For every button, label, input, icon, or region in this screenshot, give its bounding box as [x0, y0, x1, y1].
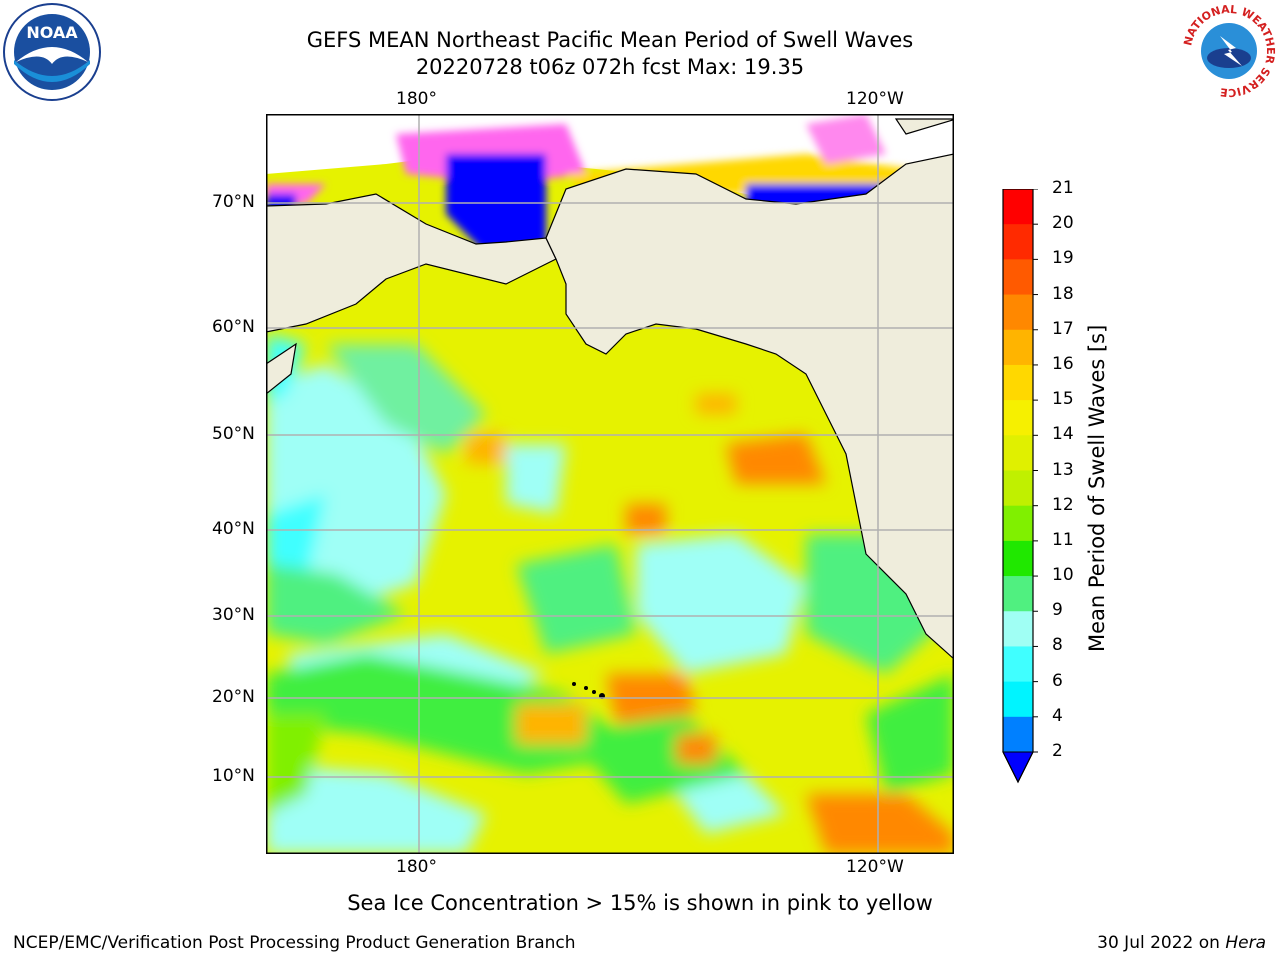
colorbar-tick-4: 4 — [1052, 705, 1063, 726]
noaa-logo: NOAA — [2, 2, 102, 102]
colorbar-tick-14: 14 — [1052, 424, 1074, 445]
colorbar-segment — [1003, 189, 1033, 225]
chart-title: GEFS MEAN Northeast Pacific Mean Period … — [306, 28, 914, 52]
graticule — [266, 114, 954, 854]
colorbar-tick-20: 20 — [1052, 213, 1074, 234]
colorbar-tick-18: 18 — [1052, 283, 1074, 304]
colorbar-tick-21: 21 — [1052, 178, 1074, 198]
colorbar-segment — [1003, 364, 1033, 401]
lat-label-20n: 20°N — [212, 687, 255, 707]
nws-logo: NATIONAL WEATHER SERVICE — [1180, 2, 1278, 100]
lat-label-70n: 70°N — [212, 192, 255, 212]
colorbar-segment — [1003, 505, 1033, 542]
colorbar-tick-16: 16 — [1052, 353, 1074, 374]
colorbar-tick-6: 6 — [1052, 670, 1063, 691]
footer-host: Hera — [1225, 933, 1266, 953]
colorbar-segment — [1003, 329, 1033, 366]
colorbar-segment — [1003, 470, 1033, 507]
colorbar-tick-13: 13 — [1052, 459, 1074, 480]
colorbar-tick-8: 8 — [1052, 635, 1063, 656]
colorbar-tick-9: 9 — [1052, 600, 1063, 621]
footer-date: 30 Jul 2022 on Hera — [1097, 933, 1266, 953]
colorbar-segment — [1003, 716, 1033, 753]
colorbar-tick-12: 12 — [1052, 494, 1074, 515]
colorbar-tick-15: 15 — [1052, 389, 1074, 410]
colorbar-tick-19: 19 — [1052, 248, 1074, 269]
footer-branch: NCEP/EMC/Verification Post Processing Pr… — [13, 933, 576, 953]
colorbar-segment — [1003, 540, 1033, 577]
lat-label-30n: 30°N — [212, 605, 255, 625]
colorbar-tick-10: 10 — [1052, 565, 1074, 586]
sea-ice-caption: Sea Ice Concentration > 15% is shown in … — [347, 891, 933, 915]
lat-label-40n: 40°N — [212, 519, 255, 539]
colorbar-segment — [1003, 611, 1033, 647]
colorbar-segment — [1003, 435, 1033, 471]
colorbar-segment — [1003, 259, 1033, 296]
footer-date-text: 30 Jul 2022 on — [1097, 933, 1226, 953]
colorbar-segment — [1003, 646, 1033, 683]
chart-subtitle: 20220728 t06z 072h fcst Max: 19.35 — [415, 55, 805, 79]
colorbar-segment — [1003, 576, 1033, 612]
colorbar-tick-17: 17 — [1052, 318, 1074, 339]
colorbar-tick-11: 11 — [1052, 529, 1074, 550]
colorbar-tick-2: 2 — [1052, 741, 1063, 761]
lon-label-bottom-120w: 120°W — [846, 857, 904, 877]
svg-text:NOAA: NOAA — [26, 23, 78, 42]
colorbar — [1002, 188, 1042, 784]
land — [265, 118, 957, 661]
lon-label-top-120w: 120°W — [846, 89, 904, 109]
colorbar-segment — [1003, 294, 1033, 331]
lat-label-10n: 10°N — [212, 766, 255, 786]
lon-label-top-180: 180° — [396, 89, 437, 109]
colorbar-segment — [1003, 681, 1033, 718]
swell-period-map — [265, 114, 957, 854]
lat-label-60n: 60°N — [212, 317, 255, 337]
colorbar-segment — [1003, 224, 1033, 260]
lon-label-bottom-180: 180° — [396, 857, 437, 877]
colorbar-extend-arrow — [1002, 751, 1034, 784]
colorbar-segment — [1003, 400, 1033, 436]
map-panel — [265, 114, 957, 854]
colorbar-label: Mean Period of Swell Waves [s] — [1085, 324, 1109, 652]
lat-label-50n: 50°N — [212, 424, 255, 444]
